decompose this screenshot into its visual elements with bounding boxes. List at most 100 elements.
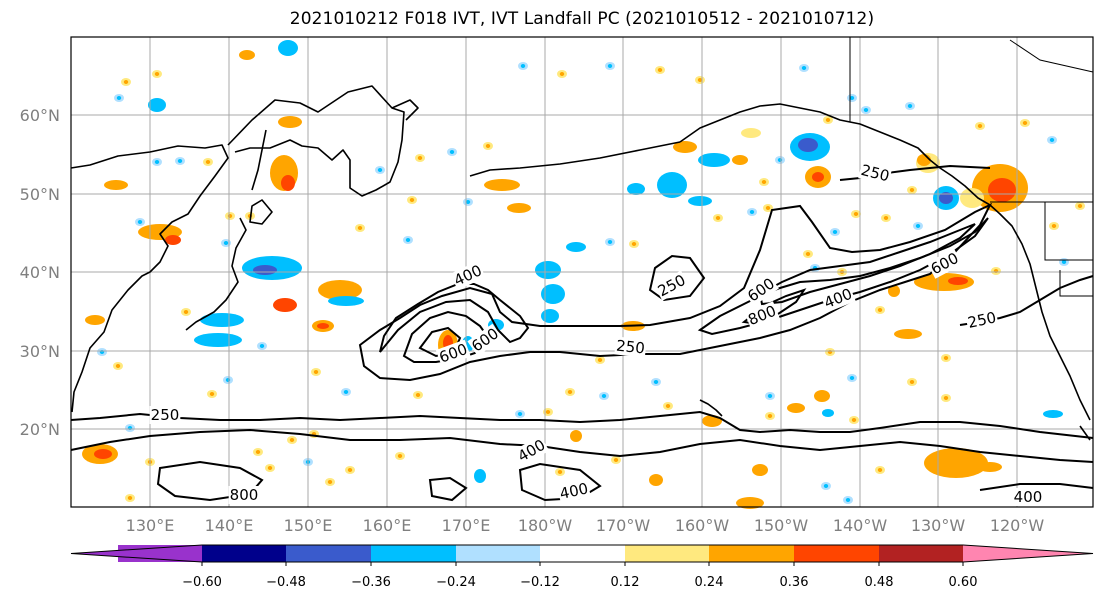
anomaly-speckle-core [805, 252, 811, 256]
anomaly-speckle-core [449, 150, 455, 154]
anomaly-speckle-core [465, 200, 471, 204]
anomaly-speckle-core [715, 216, 721, 220]
anomaly-speckle-core [209, 392, 215, 396]
contour-250 [648, 254, 706, 302]
contour-400 [70, 428, 1094, 463]
latitude-label: 30°N [20, 342, 60, 361]
coastline-hawaii [699, 399, 723, 417]
contour-label: 400 [1014, 488, 1043, 506]
anomaly-speckle-core [517, 412, 523, 416]
anomaly-speckle-core [116, 96, 122, 100]
anomaly-speckle-core [825, 118, 831, 122]
longitude-label: 140°W [833, 516, 888, 535]
longitude-label: 150°W [754, 516, 809, 535]
contour-250 [358, 202, 993, 382]
anomaly-speckle-core [183, 310, 189, 314]
anomaly-speckle-core [863, 108, 869, 112]
patch-negative [627, 153, 730, 206]
longitude-label: 160°E [363, 516, 412, 535]
patch-negative [933, 186, 959, 210]
patch-positive [960, 164, 1028, 212]
anomaly-speckle-core [123, 80, 129, 84]
anomaly-speckle-core [777, 158, 783, 162]
anomaly-speckle-core [177, 159, 183, 163]
contour-250 [70, 410, 1094, 439]
contour-label-background [149, 406, 181, 424]
contour-800 [418, 326, 462, 358]
anomaly-speckle-core [377, 168, 383, 172]
colorbar-segment [202, 545, 287, 562]
colorbar-tick-label: 0.48 [865, 575, 894, 590]
coastline-chukotka [391, 99, 419, 121]
anomaly-speckle-core [357, 226, 363, 230]
anomaly-speckle-core [520, 64, 526, 68]
patch-negative [535, 242, 586, 323]
anomaly-speckle-core [767, 394, 773, 398]
anomaly-speckles [97, 62, 1085, 504]
anomaly-speckle-core [417, 156, 423, 160]
anomaly-speckle-core [877, 468, 883, 472]
anomaly-speckle-core [1051, 224, 1057, 228]
contour-400 [379, 283, 530, 353]
anomaly-speckle-core [327, 480, 333, 484]
colorbar-segment [286, 545, 372, 562]
anomaly-speckle-core [832, 230, 838, 234]
contour-label-background [1012, 488, 1044, 506]
anomaly-speckle-core [485, 144, 491, 148]
colorbar-tick-label: 0.12 [611, 575, 640, 590]
anomaly-speckle-core [289, 438, 295, 442]
anomaly-speckle-core [977, 124, 983, 128]
anomaly-speckle-core [765, 206, 771, 210]
anomaly-speckle-core [223, 241, 229, 245]
colorbar-tick-label: −0.60 [182, 575, 222, 590]
anomaly-speckle-core [697, 78, 703, 82]
anomaly-speckle-core [127, 496, 133, 500]
contour-label-background [858, 160, 893, 186]
contour-250 [839, 164, 991, 181]
longitude-label: 130°W [911, 516, 966, 535]
anomaly-speckle-core [823, 484, 829, 488]
anomaly-speckle-core [657, 68, 663, 72]
patch-positive [82, 390, 1002, 509]
colorbar-segment [540, 545, 626, 562]
longitude-label: 130°E [126, 516, 175, 535]
colorbar-tick-label: −0.12 [520, 575, 560, 590]
anomaly-speckle-core [343, 390, 349, 394]
colorbar-extend-high [963, 545, 1093, 562]
colorbar-segment [879, 545, 964, 562]
contour-label-background [450, 260, 486, 291]
political-borders [849, 37, 1094, 297]
colorbar-tick-label: 0.60 [949, 575, 978, 590]
border-us-states [1009, 39, 1094, 297]
anomaly-speckle-core [849, 96, 855, 100]
contour-label-background [435, 339, 471, 367]
contour-label-background [926, 248, 963, 279]
anomaly-speckle-core [557, 470, 563, 474]
anomaly-speckle-core [907, 104, 913, 108]
anomaly-speckle-core [567, 390, 573, 394]
anomaly-speckle-core [665, 404, 671, 408]
graticule [71, 37, 1093, 507]
anomaly-speckle-core [943, 356, 949, 360]
patch-positive [673, 128, 761, 165]
longitude-labels: 130°E 140°E 150°E 160°E 170°E 180°W 170°W 160°W… [126, 516, 1045, 535]
anomaly-speckle-core [613, 458, 619, 462]
anomaly-speckle-core [1049, 138, 1055, 142]
anomaly-speckle-core [943, 396, 949, 400]
contour-label: 400 [558, 479, 590, 503]
colorbar-segment [456, 545, 541, 562]
anomaly-speckle-core [405, 238, 411, 242]
anomaly-speckle-core [259, 344, 265, 348]
patch-positive [85, 50, 302, 325]
latitude-label: 20°N [20, 420, 60, 439]
anomaly-speckle-core [607, 64, 613, 68]
contour-label-background [743, 273, 779, 307]
contour-label: 800 [230, 486, 259, 504]
patch-negative [148, 40, 302, 347]
anomaly-speckle-core [545, 410, 551, 414]
patch-positive [805, 166, 831, 188]
patch-positive [484, 179, 531, 213]
coastline-japan [185, 199, 273, 331]
anomaly-speckle-core [631, 242, 637, 246]
